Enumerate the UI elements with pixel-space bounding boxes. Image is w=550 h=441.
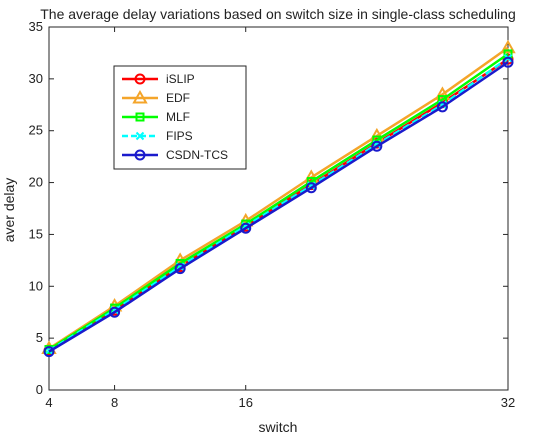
- legend-marker: [132, 89, 148, 104]
- series-line-edf: [48, 46, 509, 350]
- legend: iSLIP EDF MLF FIPS CSDN-TCS: [113, 65, 247, 170]
- legend-label: EDF: [166, 91, 190, 105]
- y-tick-label: 15: [29, 226, 43, 241]
- series-line-csdn-tcs: [48, 61, 509, 353]
- x-tick-label: 8: [111, 395, 118, 410]
- data-point-csdn-tcs: [371, 140, 383, 152]
- x-axis-label: switch: [259, 419, 298, 435]
- legend-label: iSLIP: [166, 72, 195, 86]
- y-tick-label: 35: [29, 19, 43, 34]
- y-tick-label: 5: [36, 330, 43, 345]
- axes-box: [48, 26, 509, 391]
- x-tick-label: 32: [501, 395, 515, 410]
- plot-area: 0 5 10 15 20 25 30 35 4 8 16 32: [29, 19, 516, 410]
- series-csdn-tcs: [43, 56, 514, 358]
- chart-title: The average delay variations based on sw…: [40, 6, 515, 22]
- data-point-csdn-tcs: [240, 222, 252, 234]
- data-point-csdn-tcs: [43, 346, 55, 358]
- legend-item-fips: FIPS: [122, 129, 193, 143]
- series-line-fips: [48, 57, 509, 352]
- legend-marker: [134, 73, 146, 85]
- data-point-csdn-tcs: [109, 306, 121, 318]
- data-point-csdn-tcs: [305, 182, 317, 194]
- x-tick-label: 4: [45, 395, 52, 410]
- legend-item-mlf: MLF: [122, 110, 190, 124]
- y-tick-label: 20: [29, 175, 43, 190]
- legend-label: CSDN-TCS: [166, 148, 228, 162]
- x-tick-label: 16: [238, 395, 252, 410]
- legend-item-edf: EDF: [122, 89, 190, 105]
- legend-marker: [134, 149, 146, 161]
- data-point-csdn-tcs: [174, 263, 186, 275]
- legend-item-csdn-tcs: CSDN-TCS: [122, 148, 228, 162]
- legend-label: MLF: [166, 110, 190, 124]
- data-point-csdn-tcs: [502, 56, 514, 68]
- y-tick-label: 30: [29, 71, 43, 86]
- legend-marker: [135, 112, 145, 122]
- y-tick-label: 0: [36, 382, 43, 397]
- legend-item-islip: iSLIP: [122, 72, 195, 86]
- y-axis-label: aver delay: [1, 178, 17, 243]
- y-tick-label: 10: [29, 278, 43, 293]
- legend-marker: [135, 131, 145, 141]
- data-point-edf: [500, 39, 516, 54]
- series-line-mlf: [48, 52, 509, 351]
- data-point-csdn-tcs: [436, 101, 448, 113]
- y-tick-label: 25: [29, 123, 43, 138]
- legend-label: FIPS: [166, 129, 193, 143]
